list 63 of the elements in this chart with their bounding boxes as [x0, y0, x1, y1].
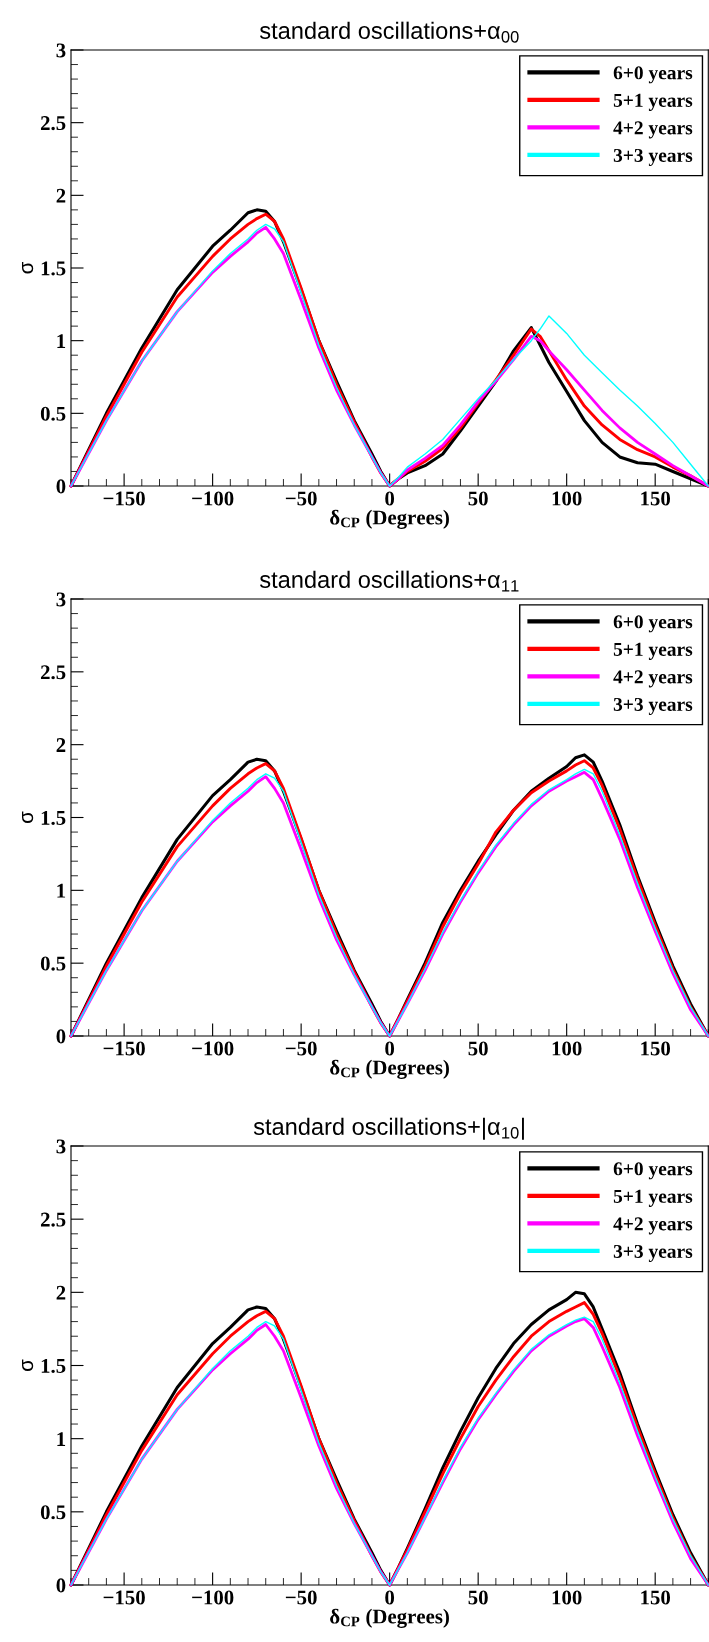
y-tick-label: 0.5: [40, 956, 66, 971]
x-tick-label: −50: [285, 1590, 317, 1605]
x-tick-label: 0: [385, 491, 395, 506]
y-tick-label: 3: [56, 43, 66, 58]
y-axis-title: σ: [21, 1359, 34, 1372]
chart-title: standard oscillations+α$_{00}$: [259, 21, 519, 43]
legend-label: 3+3 years: [613, 148, 693, 166]
y-tick-label: 3: [56, 1139, 66, 1154]
x-tick-label: 100: [552, 1041, 582, 1056]
x-tick-label: −150: [103, 1041, 145, 1056]
x-tick-label: 50: [468, 1041, 488, 1056]
y-tick-label: 1: [57, 334, 66, 348]
x-axis-title: δ$_{CP}$ (Degrees): [330, 509, 449, 529]
legend-label: 4+2 years: [613, 121, 693, 139]
x-tick-label: −50: [285, 1041, 317, 1056]
y-tick-label: 1: [57, 883, 66, 898]
x-axis-title: δ$_{CP}$ (Degrees): [330, 1059, 449, 1079]
x-tick-label: 50: [468, 1590, 488, 1605]
legend-label: 5+1 years: [613, 642, 693, 660]
x-tick-label: 150: [641, 491, 671, 506]
legend-label: 4+2 years: [613, 670, 693, 688]
x-tick-label: −150: [103, 491, 145, 506]
y-tick-label: 2.5: [40, 1212, 66, 1227]
chart-title: standard oscillations+|α$_{10}$|: [253, 1117, 524, 1140]
y-tick-label: 0: [56, 1578, 66, 1593]
y-axis-title: σ: [21, 811, 34, 824]
y-tick-label: 0.5: [40, 406, 66, 421]
y-tick-label: 2: [56, 738, 66, 752]
y-tick-label: 1.5: [41, 810, 66, 826]
chart-title: standard oscillations+α$_{11}$: [259, 570, 519, 592]
x-tick-label: 150: [641, 1041, 671, 1056]
legend-label: 6+0 years: [613, 66, 693, 84]
legend-label: 5+1 years: [613, 1189, 693, 1207]
legend-label: 3+3 years: [613, 1244, 693, 1262]
x-tick-label: −100: [192, 491, 234, 506]
x-tick-label: 100: [552, 491, 582, 506]
y-tick-label: 1.5: [41, 1358, 66, 1374]
y-tick-label: 1: [57, 1432, 66, 1446]
x-tick-label: −50: [285, 491, 317, 506]
x-tick-label: −100: [192, 1590, 234, 1605]
y-tick-label: 2: [56, 188, 66, 203]
x-tick-label: 50: [468, 491, 488, 506]
legend-label: 3+3 years: [613, 697, 693, 715]
x-tick-label: 100: [552, 1590, 582, 1605]
y-tick-label: 3: [56, 592, 66, 607]
y-tick-label: 0: [56, 479, 66, 494]
legend-label: 4+2 years: [613, 1217, 693, 1235]
x-tick-label: −150: [103, 1590, 145, 1605]
y-tick-label: 2.5: [40, 116, 66, 131]
x-tick-label: 150: [641, 1590, 671, 1605]
y-tick-label: 2.5: [40, 665, 66, 680]
y-axis-title: σ: [21, 261, 34, 274]
y-tick-label: 1.5: [41, 261, 66, 276]
legend-label: 5+1 years: [613, 93, 693, 111]
y-tick-label: 0: [56, 1029, 66, 1044]
legend-label: 6+0 years: [613, 1162, 693, 1180]
x-tick-label: 0: [385, 1590, 395, 1605]
x-tick-label: −100: [192, 1041, 234, 1056]
legend-label: 6+0 years: [613, 615, 693, 633]
y-tick-label: 0.5: [40, 1505, 66, 1520]
x-tick-label: 0: [385, 1041, 395, 1056]
x-axis-title: δ$_{CP}$ (Degrees): [330, 1608, 449, 1628]
y-tick-label: 2: [56, 1285, 66, 1300]
